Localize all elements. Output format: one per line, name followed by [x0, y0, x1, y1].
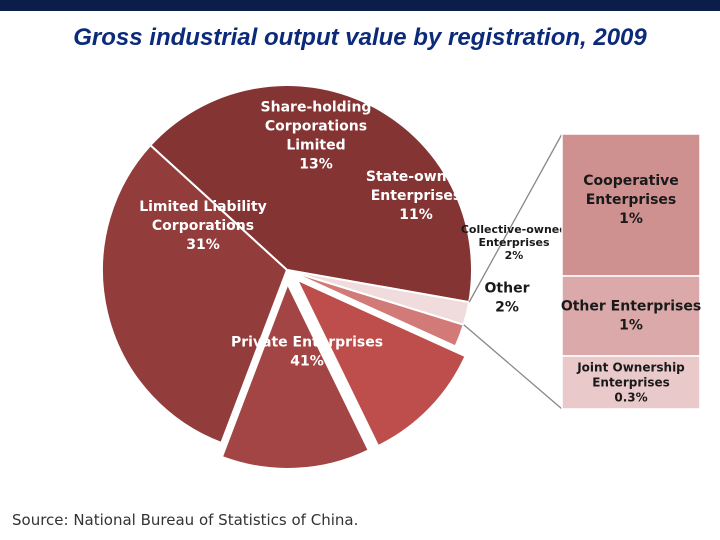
header-bar	[0, 0, 720, 11]
breakdown-bar-other-enterprises	[561, 275, 701, 357]
pie-slice-private-enterprises	[148, 84, 473, 304]
breakdown-label-other-enterprises: Other Enterprises 1%	[561, 299, 701, 334]
slice-label-state-owned: State-owned Enterprises 11%	[366, 169, 466, 223]
pie-slice-share-holding	[220, 281, 371, 470]
page-title: Gross industrial output value by registr…	[73, 24, 647, 51]
slice-label-other: Other 2%	[485, 281, 530, 316]
slice-label-private-enterprises: Private Enterprises 41%	[231, 335, 383, 370]
slice-label-collective-owned: Collective-owned Enterprises 2%	[461, 223, 567, 262]
breakdown-bar-cooperative	[561, 133, 701, 277]
pie-slice-state-owned	[294, 277, 467, 448]
breakdown-label-joint-ownership: Joint Ownership Enterprises 0.3%	[576, 361, 685, 405]
source-note: Source: National Bureau of Statistics of…	[12, 511, 359, 529]
slice-label-share-holding: Share-holding Corporations Limited 13%	[261, 100, 372, 173]
breakdown-label-cooperative: Cooperative Enterprises 1%	[583, 173, 679, 227]
leader-line-top	[468, 133, 563, 303]
breakdown-bar-joint-ownership	[561, 355, 701, 410]
pie-slice-other	[286, 269, 471, 326]
slice-label-limited-liability: Limited Liability Corporations 31%	[139, 199, 267, 253]
pie-slice-limited-liability	[101, 143, 289, 445]
leader-line-bottom	[463, 324, 563, 410]
